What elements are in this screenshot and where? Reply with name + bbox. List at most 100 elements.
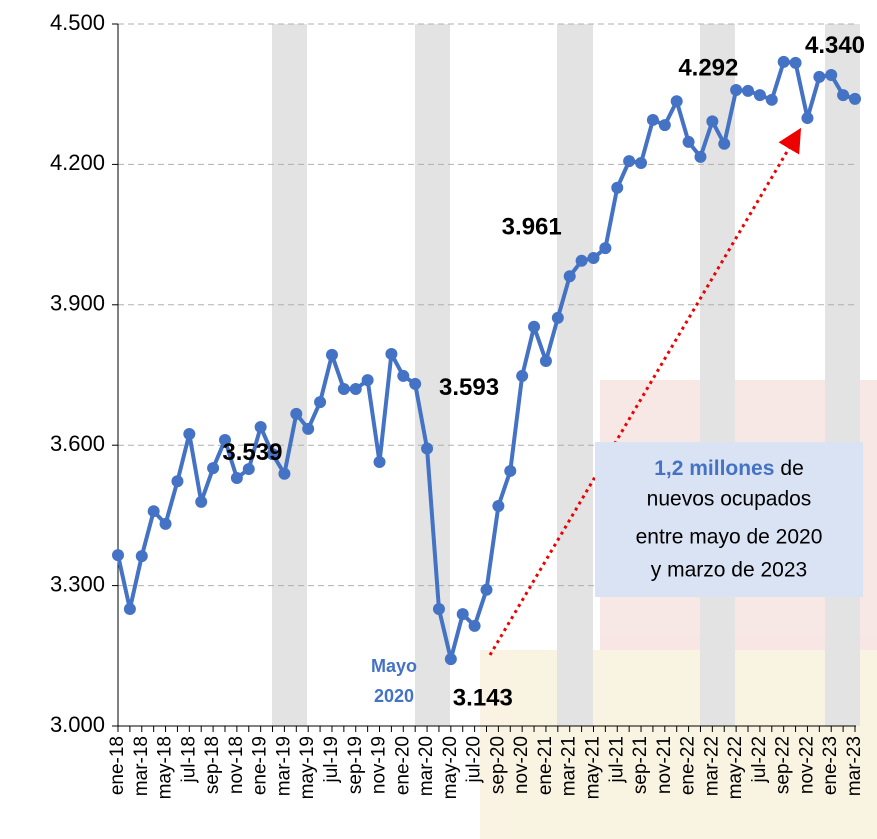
data-point: [789, 56, 802, 69]
data-point: [314, 396, 327, 409]
period-bands: [272, 24, 860, 726]
x-tick-label: ene-19: [250, 736, 271, 795]
x-tick-label: jul-20: [464, 736, 485, 783]
x-tick-label: sep-21: [630, 736, 651, 794]
x-tick-label: ene-20: [392, 736, 413, 795]
data-label: 4.292: [678, 55, 738, 82]
data-point: [290, 407, 303, 420]
callout-emphasis: 1,2 millones: [654, 457, 774, 480]
x-tick-label: nov-22: [796, 736, 817, 794]
data-point: [765, 93, 778, 106]
y-tick-label: 4.200: [50, 150, 105, 175]
data-point: [753, 89, 766, 102]
x-tick-label: nov-21: [654, 736, 675, 794]
data-point: [421, 442, 434, 455]
data-point: [409, 377, 422, 390]
x-tick-label: sep-18: [202, 736, 223, 794]
callout-text: nuevos ocupados: [647, 488, 812, 511]
data-point: [849, 92, 861, 105]
callout-text: entre mayo de 2020: [636, 526, 823, 549]
data-point: [207, 462, 220, 475]
data-point: [266, 448, 279, 461]
data-point: [706, 115, 719, 128]
data-point: [278, 467, 291, 480]
data-point: [777, 55, 790, 68]
x-tick-label: mar-19: [273, 736, 294, 796]
callout-text: de: [780, 457, 803, 480]
data-label: 4.340: [805, 32, 865, 59]
x-tick-label: ene-23: [820, 736, 841, 795]
data-point: [135, 550, 148, 563]
data-point: [837, 89, 850, 102]
data-point: [432, 603, 445, 615]
data-label: 3.961: [502, 214, 562, 241]
x-tick-label: jul-21: [606, 736, 627, 783]
data-label: 3.593: [439, 374, 499, 401]
x-tick-label: mar-18: [131, 736, 152, 796]
x-tick-label: may-18: [155, 736, 176, 799]
data-point: [218, 434, 231, 447]
data-point: [373, 456, 386, 469]
data-point: [183, 427, 196, 440]
x-tick-label: sep-19: [345, 736, 366, 794]
data-point: [456, 608, 469, 621]
data-point: [575, 254, 588, 267]
callout-box: [595, 442, 863, 597]
data-point: [742, 84, 755, 97]
x-tick-label: mar-20: [416, 736, 437, 796]
data-point: [480, 583, 493, 596]
data-point: [444, 653, 457, 666]
x-tick-label: mar-23: [844, 736, 865, 796]
callout-text: y marzo de 2023: [651, 559, 807, 582]
callout-line: 1,2 millones de: [654, 457, 804, 480]
data-point: [504, 464, 517, 477]
data-point: [147, 505, 160, 518]
data-point: [361, 374, 374, 387]
data-point: [492, 500, 505, 513]
data-point: [563, 270, 576, 283]
data-point: [254, 420, 267, 433]
data-point: [587, 252, 600, 264]
x-tick-label: ene-22: [678, 736, 699, 795]
x-tick-label: sep-22: [773, 736, 794, 794]
x-tick-label: nov-18: [226, 736, 247, 794]
data-point: [385, 347, 398, 360]
x-tick-label: may-20: [440, 736, 461, 799]
data-point: [599, 242, 612, 255]
data-point: [670, 95, 683, 108]
data-label: 3.539: [222, 439, 282, 466]
data-point: [242, 463, 255, 476]
data-point: [397, 369, 410, 382]
trend-arrow: [488, 127, 802, 656]
data-point: [801, 112, 814, 125]
x-tick-label: nov-19: [369, 736, 390, 794]
x-tick-label: sep-20: [487, 736, 508, 794]
data-point: [195, 495, 208, 508]
data-point: [825, 69, 838, 82]
data-point: [623, 155, 636, 168]
data-point: [646, 113, 659, 126]
data-point: [682, 135, 695, 148]
data-point: [730, 83, 743, 96]
data-point: [230, 471, 243, 484]
marker-note: 2020: [374, 686, 414, 706]
data-point: [302, 422, 315, 435]
data-point: [694, 150, 707, 163]
x-tick-label: nov-20: [511, 736, 532, 794]
x-tick-label: ene-21: [535, 736, 556, 795]
data-label: 3.143: [453, 684, 513, 711]
x-tick-label: may-19: [297, 736, 318, 799]
x-tick-label: may-21: [582, 736, 603, 799]
data-point: [123, 603, 136, 615]
x-tick-label: mar-21: [559, 736, 580, 796]
y-tick-label: 3.000: [50, 712, 105, 737]
data-point: [539, 354, 552, 367]
y-tick-label: 3.600: [50, 431, 105, 456]
data-point: [718, 137, 731, 150]
x-tick-label: jul-19: [321, 736, 342, 783]
data-point: [516, 369, 529, 382]
x-tick-label: ene-18: [107, 736, 128, 795]
data-point: [468, 619, 481, 632]
x-tick-label: jul-22: [749, 736, 770, 783]
